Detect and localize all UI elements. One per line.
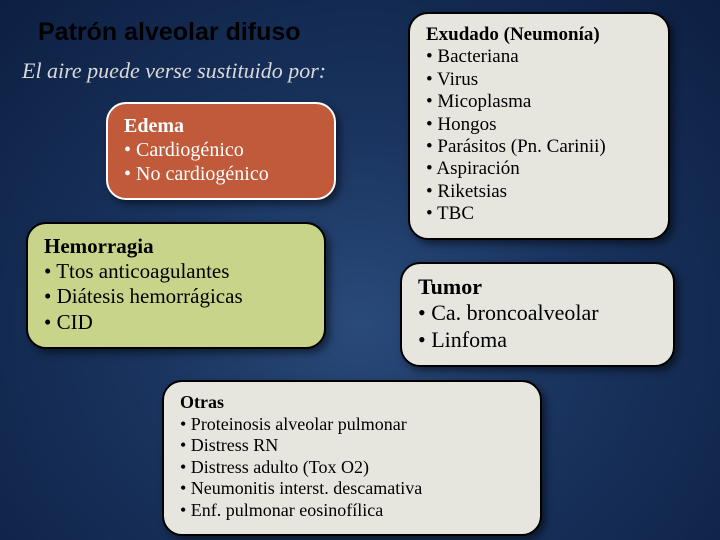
- box-otras-items: • Proteinosis alveolar pulmonar• Distres…: [180, 414, 524, 522]
- box-exudado-header: Exudado (Neumonía): [426, 24, 652, 46]
- box-hemorragia-header: Hemorragia: [44, 234, 308, 259]
- box-tumor: Tumor • Ca. broncoalveolar• Linfoma: [400, 262, 675, 367]
- page-subtitle: El aire puede verse sustituido por:: [22, 58, 326, 84]
- box-exudado-items: • Bacteriana• Virus• Micoplasma• Hongos•…: [426, 46, 652, 225]
- box-otras-header: Otras: [180, 392, 524, 414]
- box-edema: Edema • Cardiogénico• No cardiogénico: [106, 102, 336, 200]
- box-edema-items: • Cardiogénico• No cardiogénico: [124, 138, 318, 186]
- box-exudado: Exudado (Neumonía) • Bacteriana• Virus• …: [408, 12, 670, 240]
- page-title: Patrón alveolar difuso: [38, 18, 301, 47]
- box-edema-header: Edema: [124, 114, 318, 138]
- box-tumor-items: • Ca. broncoalveolar• Linfoma: [418, 300, 657, 353]
- box-hemorragia-items: • Ttos anticoagulantes• Diátesis hemorrá…: [44, 259, 308, 335]
- box-hemorragia: Hemorragia • Ttos anticoagulantes• Diáte…: [26, 222, 326, 349]
- box-tumor-header: Tumor: [418, 274, 657, 300]
- box-otras: Otras • Proteinosis alveolar pulmonar• D…: [162, 380, 542, 536]
